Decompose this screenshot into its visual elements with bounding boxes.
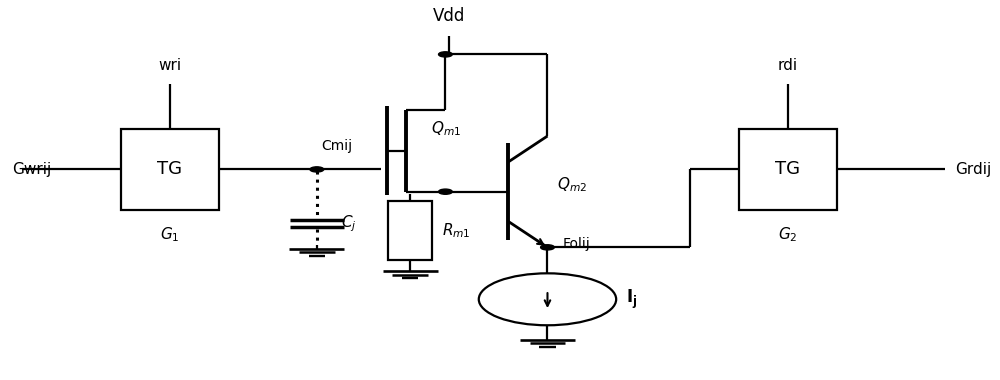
Circle shape [310,167,324,172]
Text: Gwrij: Gwrij [13,162,52,177]
Text: wri: wri [158,58,181,73]
Text: TG: TG [775,160,800,179]
Circle shape [439,52,452,57]
Circle shape [541,245,554,250]
Text: Grdij: Grdij [955,162,991,177]
Bar [739,128,837,210]
Text: $G_1$: $G_1$ [160,225,179,244]
Circle shape [479,273,616,325]
Circle shape [439,189,452,194]
Text: TG: TG [157,160,182,179]
Text: Cmij: Cmij [322,139,353,153]
Text: $C_j$: $C_j$ [341,213,357,234]
Bar [121,128,219,210]
Text: $R_{m1}$: $R_{m1}$ [442,221,471,240]
Bar [388,201,432,260]
Text: $G_2$: $G_2$ [778,225,798,244]
Text: $Q_{m2}$: $Q_{m2}$ [557,175,587,194]
Text: Folij: Folij [562,237,590,251]
Text: $Q_{m1}$: $Q_{m1}$ [431,119,461,138]
Text: $\mathbf{I_j}$: $\mathbf{I_j}$ [626,288,637,311]
Text: rdi: rdi [778,58,798,73]
Text: Vdd: Vdd [433,7,466,25]
